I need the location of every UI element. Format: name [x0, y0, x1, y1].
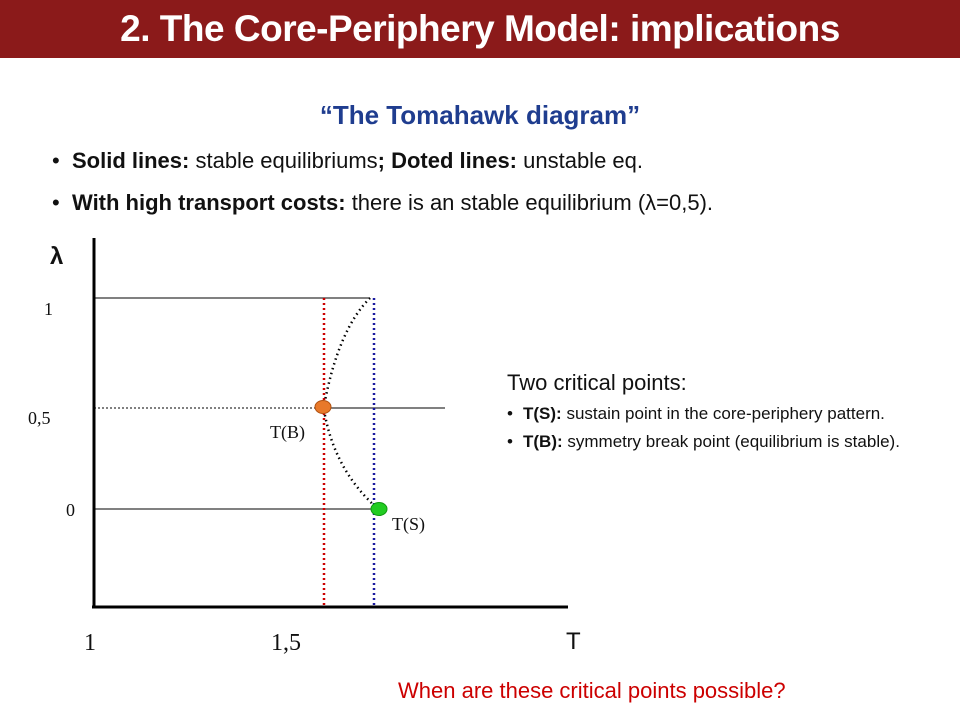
critical-points-list: T(S): sustain point in the core-peripher… — [507, 402, 937, 454]
point-tb — [314, 400, 332, 414]
bullet-item: With high transport costs: there is an s… — [52, 190, 932, 216]
point-ts — [370, 502, 388, 516]
question-text: When are these critical points possible? — [398, 678, 786, 703]
point-ts-label: T(S) — [392, 514, 425, 535]
bullet-text: unstable eq. — [517, 148, 643, 173]
y-tick-0: 0 — [66, 500, 75, 520]
bullet-text: stable equilibriums — [189, 148, 378, 173]
point-tb-label: T(B) — [270, 422, 305, 443]
critical-item-text: sustain point in the core-periphery patt… — [561, 404, 885, 423]
bullet-text: there is an stable equilibrium (λ=0,5). — [345, 190, 714, 215]
bullet-bold: Solid lines: — [72, 148, 190, 173]
y-tick-05: 0,5 — [28, 408, 51, 428]
title-bar — [0, 0, 960, 58]
x-tick-15: 1,5 — [271, 630, 301, 656]
unstable-curve-lower — [322, 409, 379, 510]
critical-item-ts: T(S): sustain point in the core-peripher… — [507, 402, 937, 426]
critical-item-text: symmetry break point (equilibrium is sta… — [562, 432, 900, 451]
bullet-item: Solid lines: stable equilibriums; Doted … — [52, 148, 932, 174]
bullet-bold: ; Doted lines: — [377, 148, 518, 173]
diagram-subtitle: “The Tomahawk diagram” — [319, 100, 641, 130]
page-title: 2. The Core-Periphery Model: implication… — [120, 8, 840, 49]
critical-item-bold: T(S): — [523, 404, 562, 423]
critical-points-box: Two critical points: T(S): sustain point… — [507, 370, 937, 458]
critical-points-title: Two critical points: — [507, 370, 687, 395]
critical-item-tb: T(B): symmetry break point (equilibrium … — [507, 430, 937, 454]
critical-item-bold: T(B): — [523, 432, 563, 451]
y-tick-1: 1 — [44, 299, 53, 319]
unstable-curve-upper — [322, 297, 371, 407]
bullet-bold: With high transport costs: — [72, 190, 346, 215]
x-axis-label: T — [566, 628, 581, 655]
bullet-list: Solid lines: stable equilibriums; Doted … — [52, 148, 932, 232]
y-axis-label: λ — [50, 243, 63, 270]
x-tick-1: 1 — [84, 630, 96, 656]
